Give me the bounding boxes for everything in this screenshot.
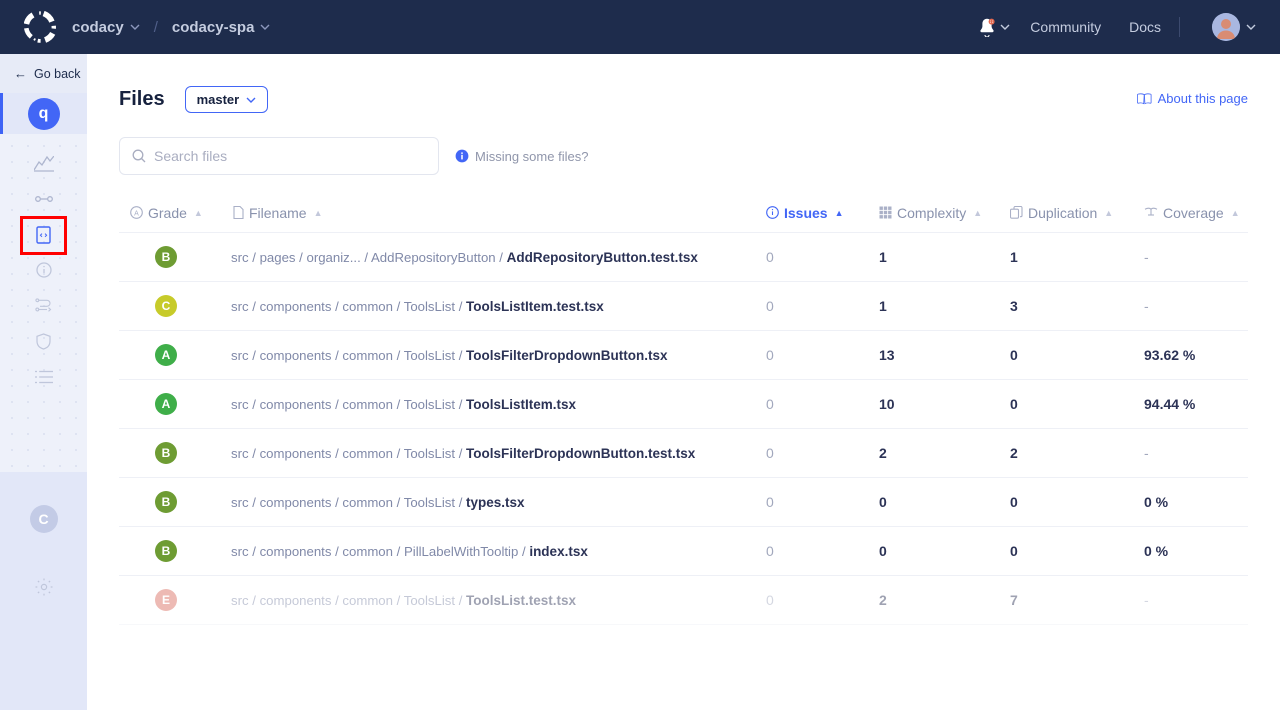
svg-text:A: A	[134, 210, 139, 217]
